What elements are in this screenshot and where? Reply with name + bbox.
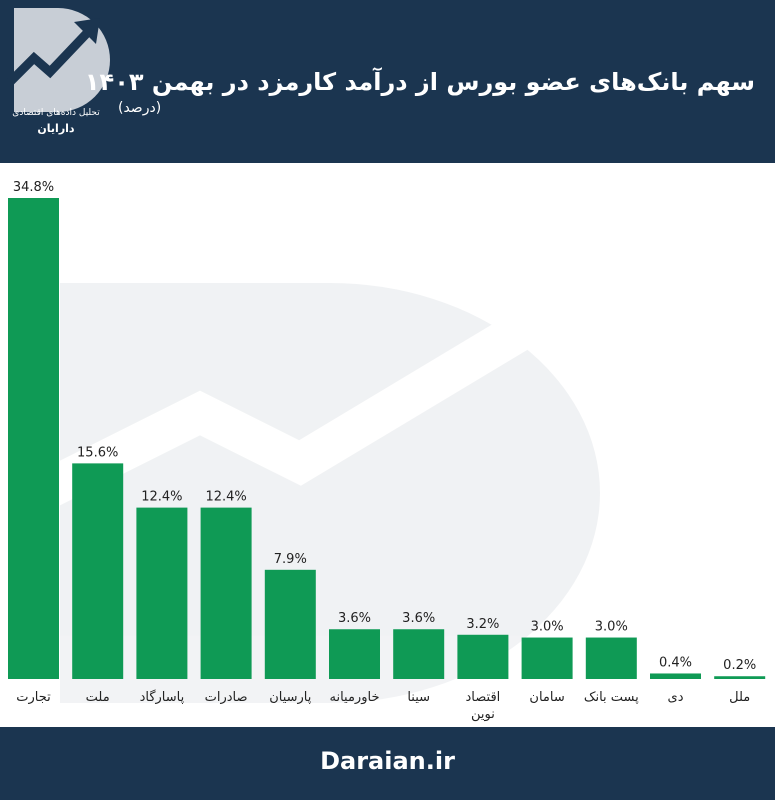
logo-icon (6, 8, 110, 112)
bar-3 (200, 507, 252, 679)
category-label-2: پاسارگاد (140, 689, 185, 705)
watermark (31, 265, 611, 703)
bar-chart: 34.8% تجارت 15.6% ملت 12.4% پاسارگاد 12.4% صادر… (8, 180, 766, 722)
category-label-8: سامان (529, 690, 564, 705)
value-label-9: 3.0% (595, 620, 628, 635)
value-label-1: 15.6% (77, 445, 118, 460)
logo-subtitle: تحلیل داده‌های اقتصادی (12, 108, 100, 118)
bar-7 (457, 634, 509, 679)
category-label-11: ملل (729, 690, 750, 705)
logo-name: دارایان (37, 122, 75, 135)
value-label-0: 34.8% (13, 180, 54, 195)
value-label-6: 3.6% (402, 611, 435, 626)
page-title: سهم بانک‌های عضو بورس از درآمد کارمزد در… (84, 68, 755, 96)
header-banner: تحلیل داده‌های اقتصادی دارایان سهم بانک‌… (0, 0, 775, 163)
category-label-4: پارسیان (269, 690, 312, 705)
bar-1 (72, 463, 124, 679)
bar-8 (521, 637, 573, 679)
bar-9 (585, 637, 637, 679)
category-label-3: صادرات (205, 690, 248, 705)
bar-6 (393, 629, 445, 679)
value-label-2: 12.4% (141, 490, 182, 505)
category-label-6: سینا (407, 690, 430, 705)
bar-0 (8, 198, 59, 679)
value-label-3: 12.4% (205, 490, 246, 505)
value-label-4: 7.9% (274, 552, 307, 567)
bar-11 (714, 676, 766, 679)
category-label-0: تجارت (16, 690, 51, 705)
bar-10 (650, 673, 701, 679)
footer: Daraian.ir (0, 727, 775, 800)
value-label-7: 3.2% (466, 617, 499, 632)
value-label-10: 0.4% (659, 655, 692, 670)
category-label-9: پست بانک (584, 690, 639, 705)
footer-site-link[interactable]: Daraian.ir (320, 747, 455, 775)
value-label-5: 3.6% (338, 611, 371, 626)
category-label-7-1: نوین (471, 707, 495, 722)
unit-label: (درصد) (118, 100, 162, 116)
category-label-7-0: اقتصاد (466, 690, 501, 705)
bar-4 (264, 569, 316, 679)
category-label-1: ملت (86, 690, 110, 705)
category-label-10: دی (668, 690, 684, 705)
bar-5 (329, 629, 380, 679)
category-label-5: خاورمیانه (330, 690, 380, 705)
value-label-11: 0.2% (723, 658, 756, 673)
value-label-8: 3.0% (531, 620, 564, 635)
bar-2 (136, 507, 188, 679)
